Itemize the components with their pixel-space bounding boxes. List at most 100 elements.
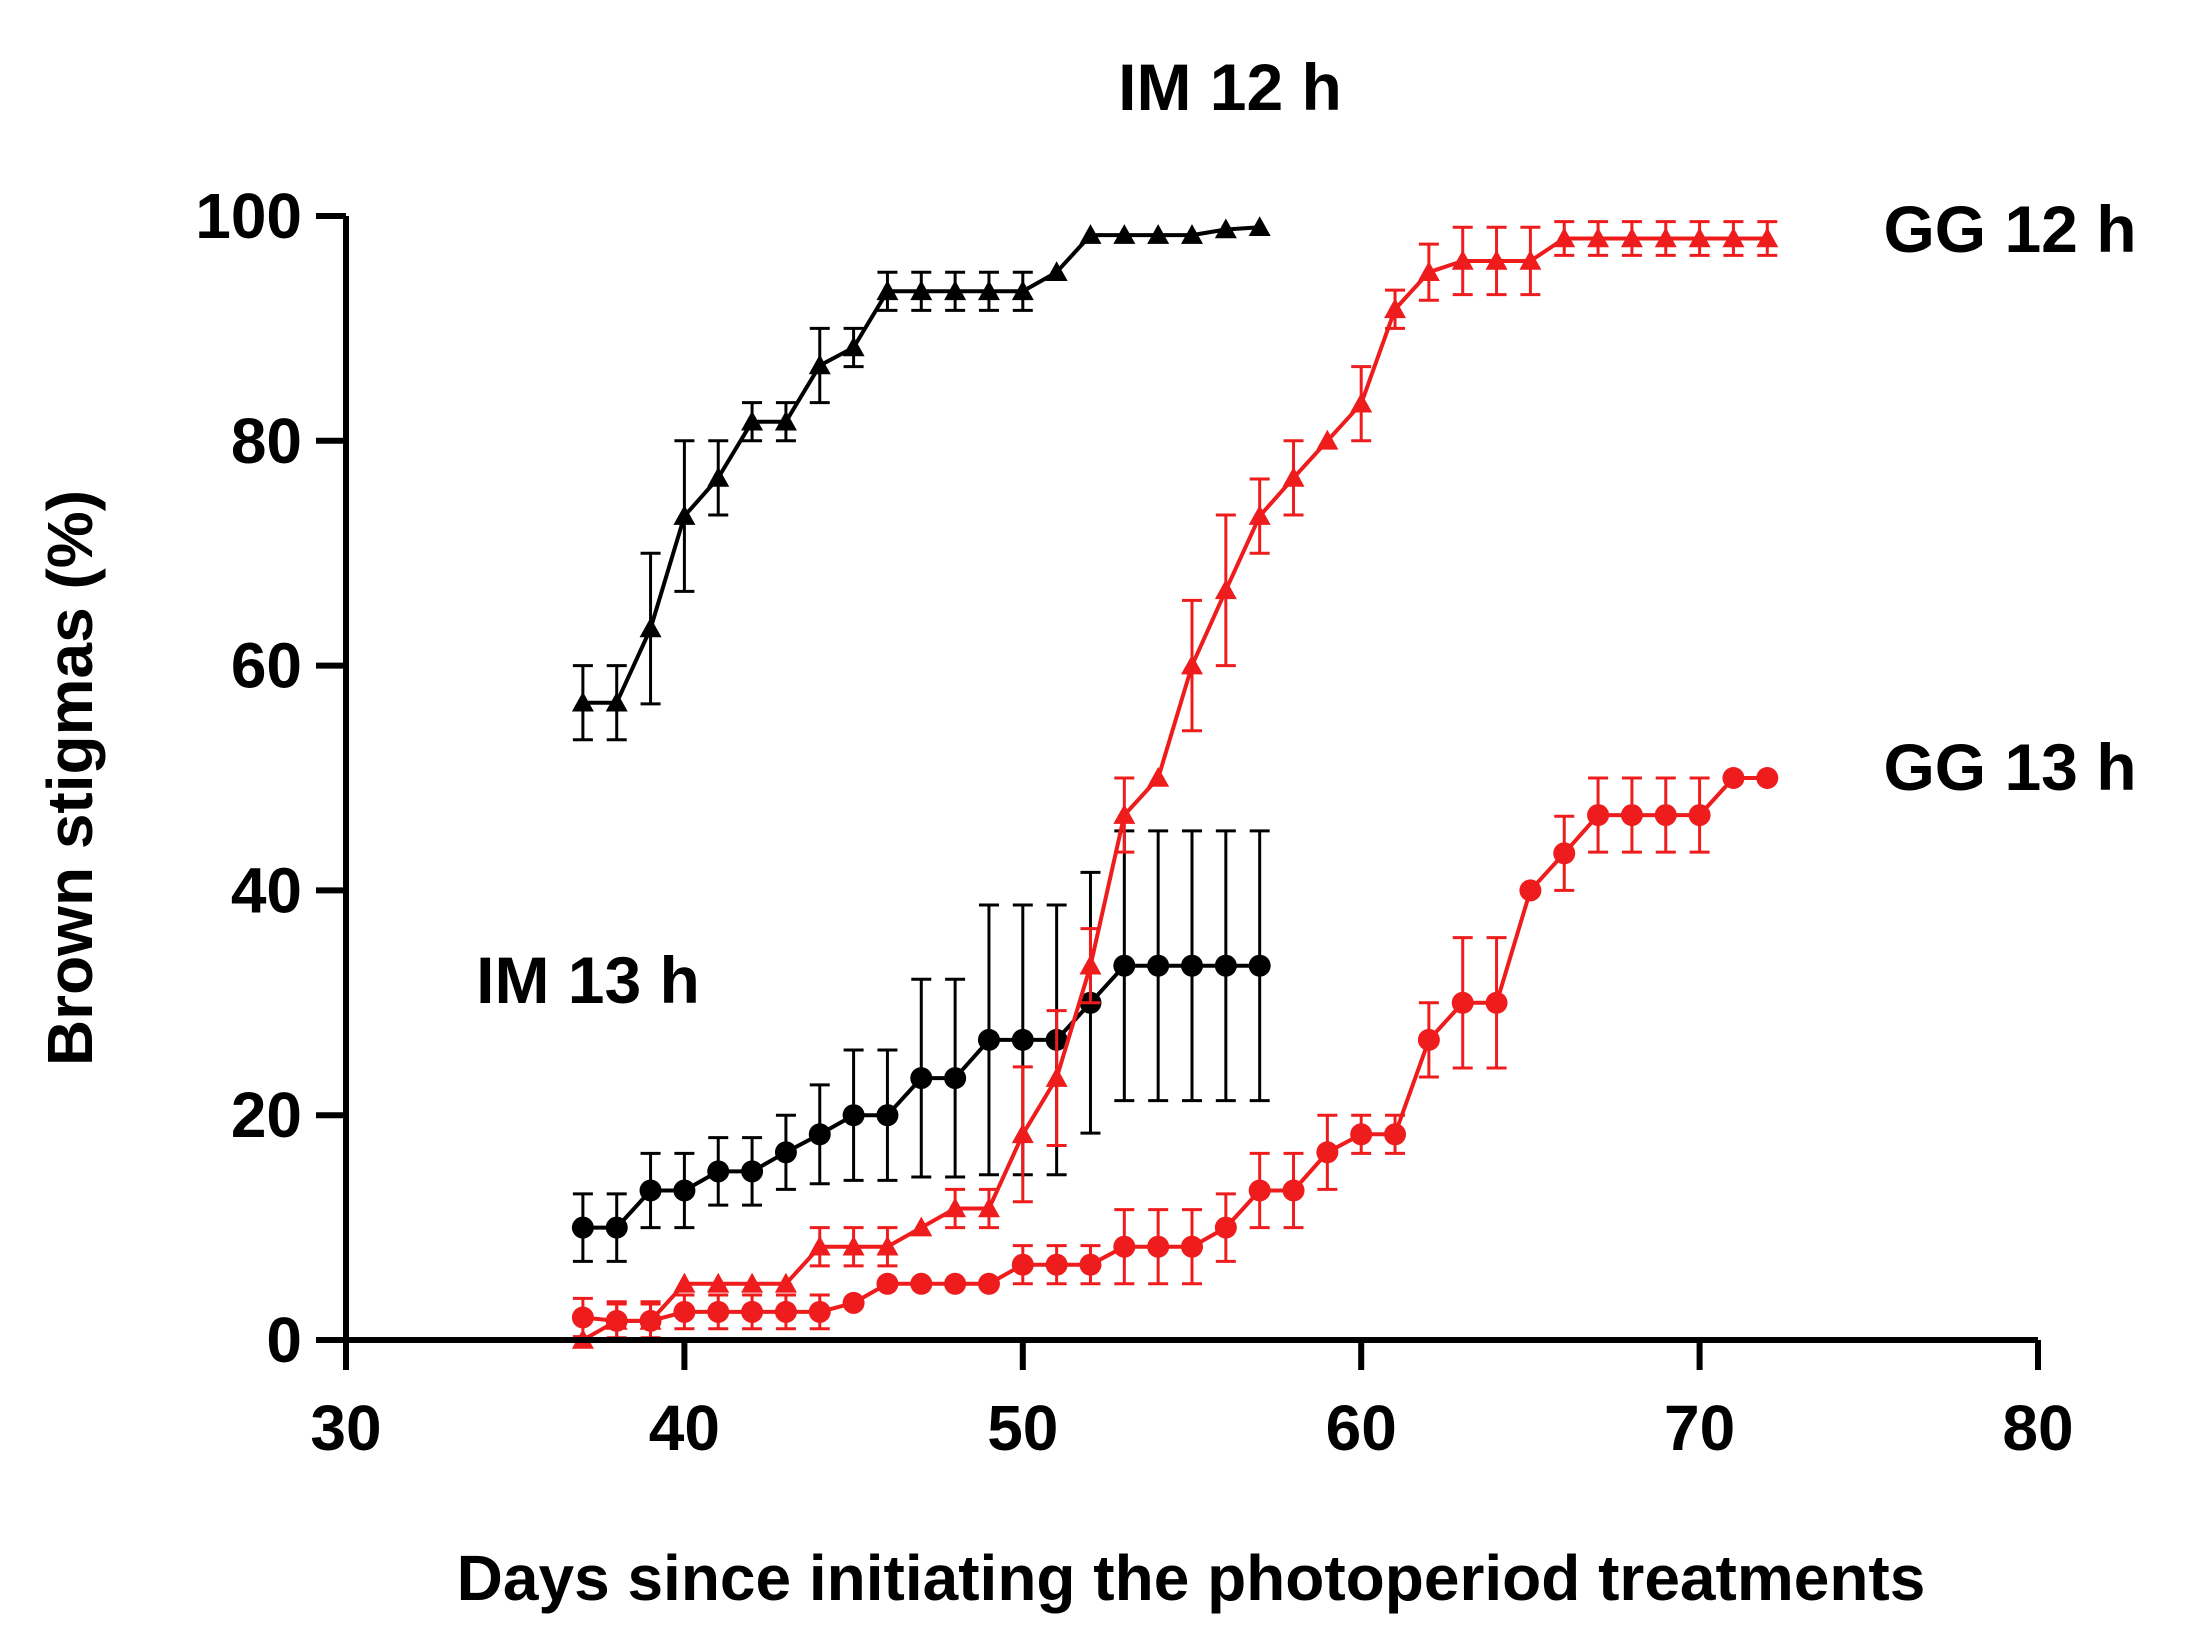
data-point	[1147, 767, 1170, 787]
annotation-im-12h: IM 12 h	[1118, 50, 1342, 124]
axes	[343, 216, 2038, 1343]
data-point	[977, 1272, 1000, 1295]
data-point	[1688, 227, 1711, 248]
data-point	[774, 1300, 797, 1323]
data-point	[910, 1216, 933, 1237]
data-point	[1485, 991, 1508, 1014]
data-point	[571, 1306, 594, 1329]
data-point	[842, 1104, 865, 1127]
data-point	[605, 1309, 628, 1332]
x-tick-label: 30	[310, 1392, 381, 1464]
data-point	[876, 1235, 899, 1256]
data-point	[1384, 298, 1407, 319]
data-point	[571, 691, 594, 712]
data-point	[1553, 227, 1576, 248]
data-point	[944, 280, 967, 301]
data-point	[1417, 261, 1440, 281]
x-axis-label: Days since initiating the photoperiod tr…	[457, 1542, 1926, 1614]
data-point	[1587, 804, 1610, 827]
data-point	[1654, 804, 1677, 827]
data-point	[1485, 249, 1508, 270]
data-point	[876, 1272, 899, 1295]
data-point	[1181, 654, 1203, 675]
data-point	[1011, 280, 1034, 301]
data-point	[944, 1197, 967, 1218]
data-point	[1384, 1123, 1407, 1146]
data-point	[707, 1272, 730, 1293]
data-point	[1011, 1028, 1034, 1051]
data-point	[876, 1104, 899, 1127]
annotation-im-13h: IM 13 h	[476, 943, 700, 1017]
data-point	[1045, 1067, 1068, 1087]
data-point	[639, 1309, 662, 1332]
data-point	[1654, 227, 1677, 248]
data-point	[639, 617, 662, 638]
data-point	[977, 1028, 1000, 1051]
data-point	[1113, 1235, 1136, 1258]
data-point	[1214, 1216, 1237, 1239]
data-point	[639, 1179, 662, 1202]
data-point	[707, 1300, 730, 1323]
data-point	[842, 1235, 865, 1256]
y-axis-label: Brown stigmas (%)	[34, 490, 106, 1066]
data-point	[944, 1272, 967, 1295]
data-point	[1045, 1253, 1068, 1276]
data-point	[741, 1300, 764, 1323]
y-tick-label: 20	[231, 1079, 302, 1151]
series-line-gg-13-h	[582, 776, 1768, 1323]
annotation-gg-12h: GG 12 h	[1883, 192, 2136, 266]
data-point	[842, 1291, 865, 1314]
data-point	[1011, 1253, 1034, 1276]
data-point	[774, 410, 797, 431]
data-point	[1248, 1179, 1271, 1202]
data-point	[673, 1179, 696, 1202]
data-point	[910, 280, 933, 301]
data-point	[1147, 1235, 1170, 1258]
data-point	[1519, 249, 1542, 270]
data-point	[741, 410, 764, 431]
y-tick-label: 40	[231, 854, 302, 926]
data-point	[774, 1272, 797, 1293]
data-point	[1316, 429, 1339, 450]
data-point	[1350, 392, 1373, 413]
y-tick-label: 0	[266, 1304, 302, 1376]
data-point	[910, 1272, 933, 1295]
data-point	[1722, 767, 1745, 789]
data-point	[1181, 954, 1203, 977]
data-point	[1079, 954, 1102, 975]
data-point	[944, 1067, 967, 1090]
data-point	[1756, 227, 1779, 248]
data-point	[1181, 1235, 1203, 1258]
x-tick-label: 80	[2002, 1392, 2073, 1464]
ticks: 30 40 50 60 70 80 0 20 40 60 80 100	[195, 180, 2073, 1464]
y-tick-label: 100	[195, 180, 302, 252]
x-tick-label: 70	[1664, 1392, 1735, 1464]
y-tick-label: 80	[231, 405, 302, 477]
data-point	[808, 1235, 831, 1256]
data-point	[977, 280, 1000, 301]
y-tick-label: 60	[231, 630, 302, 702]
data-point	[1147, 224, 1170, 244]
data-point	[1316, 1141, 1339, 1164]
data-point	[1214, 954, 1237, 977]
data-point	[774, 1141, 797, 1164]
series-gg-13-h	[571, 767, 1779, 1340]
annotation-gg-13h: GG 13 h	[1883, 730, 2136, 804]
series-layer	[571, 216, 1779, 1349]
data-point	[1248, 954, 1271, 977]
data-point	[673, 505, 696, 525]
data-point	[1113, 804, 1136, 824]
data-point	[977, 1197, 1000, 1218]
data-point	[1722, 227, 1745, 248]
data-point	[910, 1067, 933, 1090]
data-point	[1620, 804, 1643, 827]
data-point	[876, 280, 899, 301]
data-point	[1011, 1123, 1034, 1144]
data-point	[1519, 879, 1542, 902]
data-point	[1282, 466, 1305, 487]
data-point	[1079, 1253, 1102, 1276]
data-point	[1451, 249, 1474, 270]
data-point	[605, 1216, 628, 1239]
data-point	[707, 466, 730, 487]
